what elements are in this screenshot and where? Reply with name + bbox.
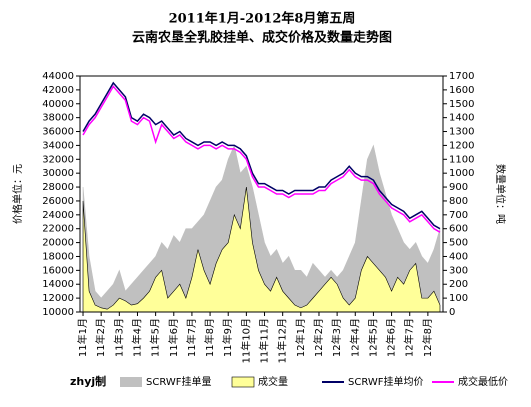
legend-swatch [120, 377, 142, 387]
x-tick-label: 11年3月 [112, 318, 125, 357]
x-tick-label: 11年8月 [203, 318, 216, 357]
x-tick-label: 11年6月 [167, 318, 180, 357]
y2-tick-label: 800 [449, 196, 468, 207]
y-tick-label: 16000 [42, 265, 74, 276]
x-tick-label: 11年9月 [221, 318, 234, 357]
y-tick-label: 14000 [42, 279, 74, 290]
line [82, 85, 441, 233]
y2-tick-label: 0 [449, 307, 455, 318]
y-tick-label: 10000 [42, 307, 74, 318]
y2-tick-label: 900 [449, 182, 468, 193]
chart-title: 2011年1月-2012年8月第五周 [169, 11, 356, 27]
y-tick-label: 44000 [42, 71, 74, 82]
y2-tick-label: 1500 [449, 99, 474, 110]
x-tick-label: 12年6月 [385, 318, 398, 357]
y2-tick-label: 400 [449, 251, 468, 262]
y-tick-label: 20000 [42, 238, 74, 249]
x-tick-label: 11年4月 [130, 318, 143, 357]
y-tick-label: 18000 [42, 251, 74, 262]
y-tick-label: 28000 [42, 182, 74, 193]
x-tick-label: 11年7月 [185, 318, 198, 357]
y-tick-label: 32000 [42, 154, 74, 165]
y2-tick-label: 1100 [449, 154, 474, 165]
y-tick-label: 38000 [42, 113, 74, 124]
x-tick-label: 12年3月 [330, 318, 343, 357]
y2-tick-label: 1200 [449, 140, 474, 151]
line [82, 81, 441, 230]
x-tick-label: 11年2月 [94, 318, 107, 357]
y-tick-label: 12000 [42, 293, 74, 304]
y2-tick-label: 1300 [449, 127, 474, 138]
legend-label: SCRWF挂单均价 [348, 375, 424, 388]
y2-tick-label: 100 [449, 293, 468, 304]
y2-tick-label: 700 [449, 210, 468, 221]
chart-subtitle: 云南农垦全乳胶挂单、成交价格及数量走势图 [132, 30, 392, 46]
y2-tick-label: 600 [449, 224, 468, 235]
y-tick-label: 42000 [42, 85, 74, 96]
legend-label: 成交量 [258, 375, 288, 388]
legend-label: SCRWF挂单量 [146, 375, 212, 388]
y-tick-label: 34000 [42, 140, 74, 151]
area [82, 187, 441, 313]
y-tick-label: 36000 [42, 127, 74, 138]
y-tick-label: 22000 [42, 224, 74, 235]
x-tick-label: 12年8月 [421, 318, 434, 357]
y2-tick-label: 1000 [449, 168, 474, 179]
x-tick-label: 12年5月 [366, 318, 379, 357]
y-tick-label: 24000 [42, 210, 74, 221]
y-axis-label: 价格单位：元 [11, 164, 24, 224]
legend-label: 成交最低价 [458, 375, 508, 388]
y2-tick-label: 200 [449, 279, 468, 290]
annotation: zhyj制 [70, 374, 106, 388]
legend-swatch [231, 376, 255, 388]
y2-tick-label: 500 [449, 238, 468, 249]
plot-border [79, 75, 444, 313]
y2-tick-label: 300 [449, 265, 468, 276]
y2-tick-label: 1400 [449, 113, 474, 124]
x-tick-label: 11年12月 [276, 318, 289, 363]
y-tick-label: 30000 [42, 168, 74, 179]
x-tick-label: 12年7月 [403, 318, 416, 357]
x-tick-label: 12年1月 [294, 318, 307, 357]
area [82, 144, 441, 313]
y-tick-label: 40000 [42, 99, 74, 110]
x-tick-label: 11年10月 [239, 318, 252, 363]
x-tick-label: 11年5月 [149, 318, 162, 357]
y2-tick-label: 1600 [449, 85, 474, 96]
y-tick-label: 26000 [42, 196, 74, 207]
y2-tick-label: 1700 [449, 71, 474, 82]
x-tick-label: 11年1月 [76, 318, 89, 357]
x-tick-label: 11年11月 [258, 318, 271, 363]
x-tick-label: 12年4月 [348, 318, 361, 357]
x-tick-label: 12年2月 [312, 318, 325, 357]
y2-axis-label: 数量单位：吨 [494, 164, 507, 224]
